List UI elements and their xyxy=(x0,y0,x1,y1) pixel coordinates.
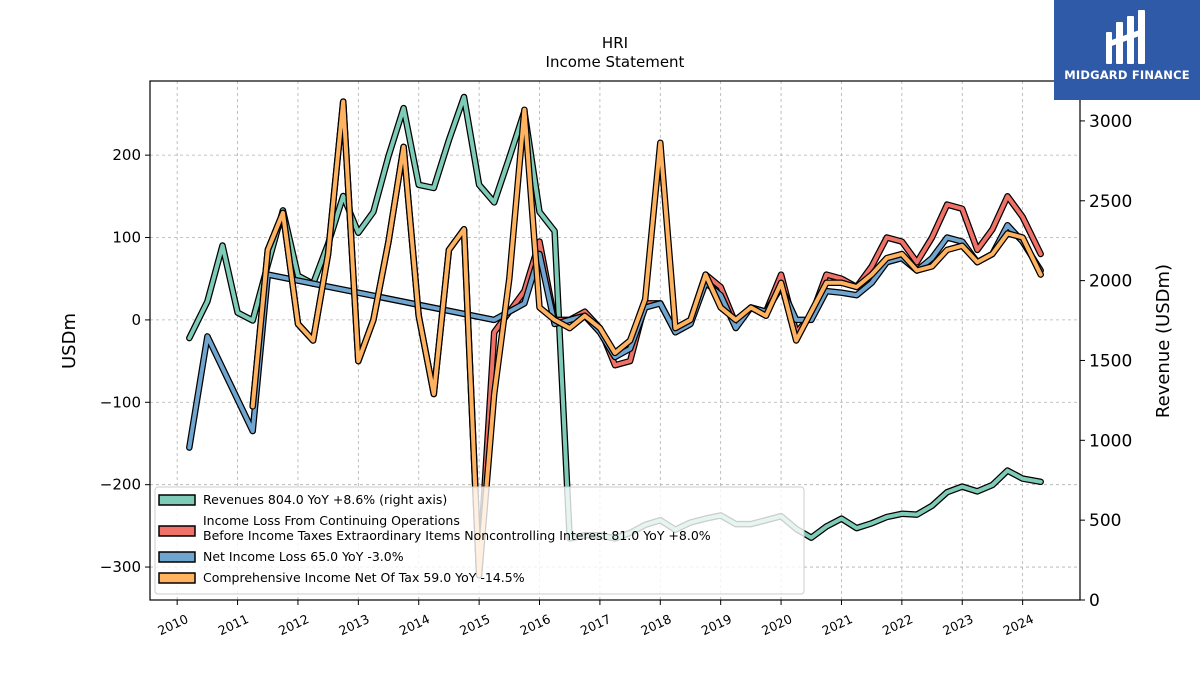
x-tick-label: 2013 xyxy=(336,611,371,638)
legend-swatch xyxy=(158,572,196,584)
right-axis-ticks: 0 500 1000 1500 2000 2500 3000 xyxy=(1080,112,1132,611)
logo-wordmark: MIDGARD FINANCE xyxy=(1064,68,1190,82)
y-tick-label: 0 xyxy=(131,311,141,329)
y2-tick-label: 500 xyxy=(1089,511,1121,531)
y2-axis-label: Revenue (USDm) xyxy=(1153,264,1174,418)
x-tick-label: 2019 xyxy=(699,611,734,638)
legend-label: Comprehensive Income Net Of Tax 59.0 YoY… xyxy=(203,570,525,585)
chart-subtitle: Income Statement xyxy=(546,53,685,71)
legend-label: Before Income Taxes Extraordinary Items … xyxy=(203,528,711,543)
x-tick-label: 2021 xyxy=(820,611,855,638)
y-axis-label: USDm xyxy=(59,313,80,369)
x-axis-ticks: 2010 2011 2012 2013 2014 2015 2016 2017 2018 2019… xyxy=(155,600,1036,638)
y2-tick-label: 0 xyxy=(1089,591,1100,611)
x-tick-label: 2024 xyxy=(1001,611,1036,638)
x-tick-label: 2014 xyxy=(397,611,432,638)
legend-label: Net Income Loss 65.0 YoY -3.0% xyxy=(203,549,404,564)
x-tick-label: 2023 xyxy=(940,611,975,638)
legend-swatch xyxy=(158,494,196,506)
legend-swatch xyxy=(158,551,196,563)
logo-mark-icon xyxy=(1106,10,1145,64)
series-3 xyxy=(249,98,1044,579)
x-tick-label: 2010 xyxy=(155,611,190,638)
legend: Revenues 804.0 YoY +8.6% (right axis) Inc… xyxy=(154,486,805,595)
legend-label: Income Loss From Continuing Operations xyxy=(203,513,460,528)
legend-box xyxy=(154,486,805,595)
plot-frame xyxy=(149,80,1081,601)
x-tick-label: 2015 xyxy=(457,611,492,638)
y2-tick-label: 2500 xyxy=(1089,192,1132,212)
y2-tick-label: 1000 xyxy=(1089,431,1132,451)
chart-title: HRI xyxy=(602,34,628,52)
x-tick-label: 2020 xyxy=(759,611,794,638)
left-axis-ticks: −300 −200 −100 0 100 200 xyxy=(100,146,150,576)
series-layer xyxy=(186,93,1044,579)
y2-tick-label: 1500 xyxy=(1089,351,1132,371)
y-tick-label: −100 xyxy=(100,393,141,411)
y2-tick-label: 3000 xyxy=(1089,112,1132,132)
series-line xyxy=(250,99,1043,578)
x-tick-label: 2018 xyxy=(638,611,673,638)
x-tick-label: 2016 xyxy=(518,611,553,638)
y2-tick-label: 2000 xyxy=(1089,272,1132,292)
y-tick-label: −300 xyxy=(100,558,141,576)
x-tick-label: 2022 xyxy=(880,611,915,638)
x-tick-label: 2012 xyxy=(276,611,311,638)
y-tick-label: 200 xyxy=(112,146,141,164)
legend-label: Revenues 804.0 YoY +8.6% (right axis) xyxy=(203,492,447,507)
legend-swatch xyxy=(158,525,196,537)
y-tick-label: 100 xyxy=(112,229,141,247)
x-tick-label: 2017 xyxy=(578,611,613,638)
y-tick-label: −200 xyxy=(100,476,141,494)
x-tick-label: 2011 xyxy=(216,611,251,638)
midgard-finance-logo: MIDGARD FINANCE xyxy=(1054,0,1200,100)
